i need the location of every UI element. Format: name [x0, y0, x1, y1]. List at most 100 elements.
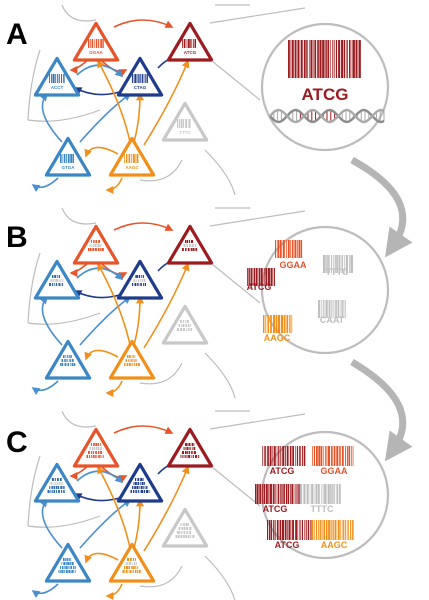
zoom-b-barcode-1-bar — [341, 255, 344, 273]
zoom-b-barcode-0-bar — [286, 240, 287, 258]
zoom-c-row1-right-bar — [324, 484, 326, 504]
zoom-b-barcode-2-bar — [250, 268, 253, 286]
panel-b-node-acct-row2-bar — [55, 283, 58, 286]
zoom-c-row2-right-bar — [323, 520, 326, 540]
zoom-c-row0-right-bar — [352, 446, 354, 466]
panel-a-node-aagc-bar — [124, 154, 125, 163]
panel-c-node-atcg-row1-bar — [190, 447, 192, 450]
panel-c-node-ggaa-row3-bar — [91, 455, 92, 458]
zoom-b-barcode-4-bar — [270, 315, 272, 333]
zoom-c-row2-right-bar — [328, 520, 331, 540]
zoom-b-barcode-1-bar — [334, 255, 336, 273]
panel-a-background-link — [27, 49, 41, 121]
panel-c-node-gtga-row0-bar — [67, 558, 69, 561]
zoom-b-barcode-3-bar — [334, 300, 336, 318]
zoom-c-row1-left-bar — [299, 484, 301, 504]
panel-c-node-ctag-row2-bar — [144, 486, 146, 489]
panel-c-edge-aagc-to-ctag — [133, 498, 144, 549]
panel-a-node-aagc-bar — [135, 154, 137, 163]
zoom-c-row1-right-bar — [311, 484, 314, 504]
zoom-c-row2-right-bar — [318, 520, 320, 540]
dna-strand-1 — [269, 108, 385, 124]
zoom-b-barcode-2-bar — [265, 268, 268, 286]
panel-b-node-gtga-row2-bar — [71, 363, 74, 366]
zoom-b-barcode-2-bar — [260, 268, 263, 286]
panel-c-node-acct-row3-bar — [53, 490, 56, 493]
panel-c-edge-ggaa-to-atcg — [113, 425, 174, 434]
zoom-c-row1-left-bar — [274, 484, 276, 504]
zoom-b-barcode-0-bar — [300, 240, 303, 258]
zoom-c-row0-left-bar — [301, 446, 303, 466]
panel-a-node-atcg-bar — [182, 39, 183, 48]
panel-c-node-gtga-row2-bar — [62, 566, 64, 569]
panel-c-node-ggaa-row3-bar — [98, 455, 100, 458]
panel-c-node-ggaa-row2-bar — [95, 451, 97, 454]
panel-c-node-gtga — [44, 542, 92, 583]
zoom-c-row1-right-bar — [309, 484, 311, 504]
panel-c-node-atcg-row3-bar — [188, 455, 191, 458]
zoom-b-barcode-1-bar — [333, 255, 335, 273]
zoom-b-barcode-0-bar — [292, 240, 294, 258]
zoom-b-barcode-4-bar — [265, 315, 267, 333]
panel-c-node-acct-row1-bar — [57, 482, 59, 485]
zoom-a-barcode-bar — [310, 40, 313, 78]
panel-b-node-gtga-row0-bar — [63, 355, 65, 358]
panel-b-node-ctag-row2-bar — [138, 283, 140, 286]
panel-c-node-aagc-row2-bar — [135, 566, 137, 569]
panel-c-node-ggaa-row2-bar — [98, 451, 100, 454]
panel-c-background-link — [61, 410, 97, 428]
zoom-c-row0-left-bar — [280, 446, 282, 466]
zoom-circle-a: ATCG — [260, 22, 390, 152]
panel-a-node-atcg-label: ATCG — [184, 50, 197, 55]
panel-a-node-ggaa-bar — [88, 39, 90, 48]
panel-c-node-atcg-row3-bar — [195, 455, 198, 458]
panel-a-node-ggaa-bar — [90, 39, 92, 48]
zoom-c-row0-left-bar — [282, 446, 285, 466]
panel-c-node-aagc-row2-bar — [133, 566, 135, 569]
panel-c-node-aagc-row3-bar — [135, 570, 137, 573]
zoom-c-row1-right-bar — [315, 484, 318, 504]
zoom-b-barcode-2-bar — [258, 268, 261, 286]
panel-b-node-atcg — [166, 224, 214, 265]
panel-c-node-gtga-row3-bar — [59, 570, 61, 573]
zoom-a-barcode-bar — [288, 40, 290, 78]
zoom-a-barcode-bar — [324, 40, 326, 78]
panel-c-node-ggaa-row3-bar — [92, 455, 94, 458]
zoom-b-barcode-2-bar — [270, 268, 273, 286]
panel-c-node-tttc-row0-bar — [180, 523, 181, 526]
panel-b-node-gtga-row0-bar — [66, 355, 68, 358]
zoom-c-row0-right-bar — [345, 446, 346, 466]
panel-c-node-acct-row3-bar — [56, 490, 58, 493]
panel-b-node-acct-row1-bar — [60, 279, 62, 282]
panel-c-node-tttc-row3-bar — [177, 535, 180, 538]
zoom-c-row2-left-bar — [273, 520, 275, 540]
panel-a-node-acct-bar — [51, 74, 53, 83]
panel-a-node-ggaa-label: GGAA — [89, 50, 103, 55]
zoom-a-barcode-bar — [357, 40, 359, 78]
panel-c-node-gtga-row2-bar — [68, 566, 70, 569]
panel-c-node-ggaa-row3-bar — [100, 455, 102, 458]
panel-c-node-gtga-row1-bar — [66, 562, 67, 565]
panel-a-edge-aagc-out — [105, 177, 123, 194]
panel-b-node-aagc-row0-bar — [131, 355, 133, 358]
panel-b-node-acct-row0-bar — [57, 275, 58, 278]
panel-c-node-aagc-row1-bar — [132, 562, 134, 565]
panel-b-node-gtga-row2-bar — [70, 363, 71, 366]
zoom-c-row1-right-bar — [338, 484, 341, 504]
zoom-c-row2-left-bar — [275, 520, 276, 540]
panel-c-node-ggaa-row1-bar — [89, 447, 91, 450]
panel-c-node-ggaa — [72, 427, 120, 468]
zoom-c-row0-right-bar — [341, 446, 344, 466]
panel-c-node-ctag-row2-bar — [142, 486, 144, 489]
panel-c-node-ctag-row1-bar — [134, 482, 137, 485]
zoom-c-row0-right-bar — [333, 446, 336, 466]
panel-c-node-aagc-row3-bar — [127, 570, 129, 573]
panel-b-node-aagc-row0-bar — [129, 355, 131, 358]
panel-b-node-ctag-row2-bar — [134, 283, 137, 286]
panel-b-node-atcg-row0-bar — [188, 240, 191, 243]
panel-b-node-acct-row2-bar — [49, 283, 52, 286]
panel-c-node-atcg-row2-bar — [188, 451, 191, 454]
panel-c-node-ctag-row2-bar — [146, 486, 148, 489]
panel-b-node-ctag-row1-bar — [137, 279, 140, 282]
